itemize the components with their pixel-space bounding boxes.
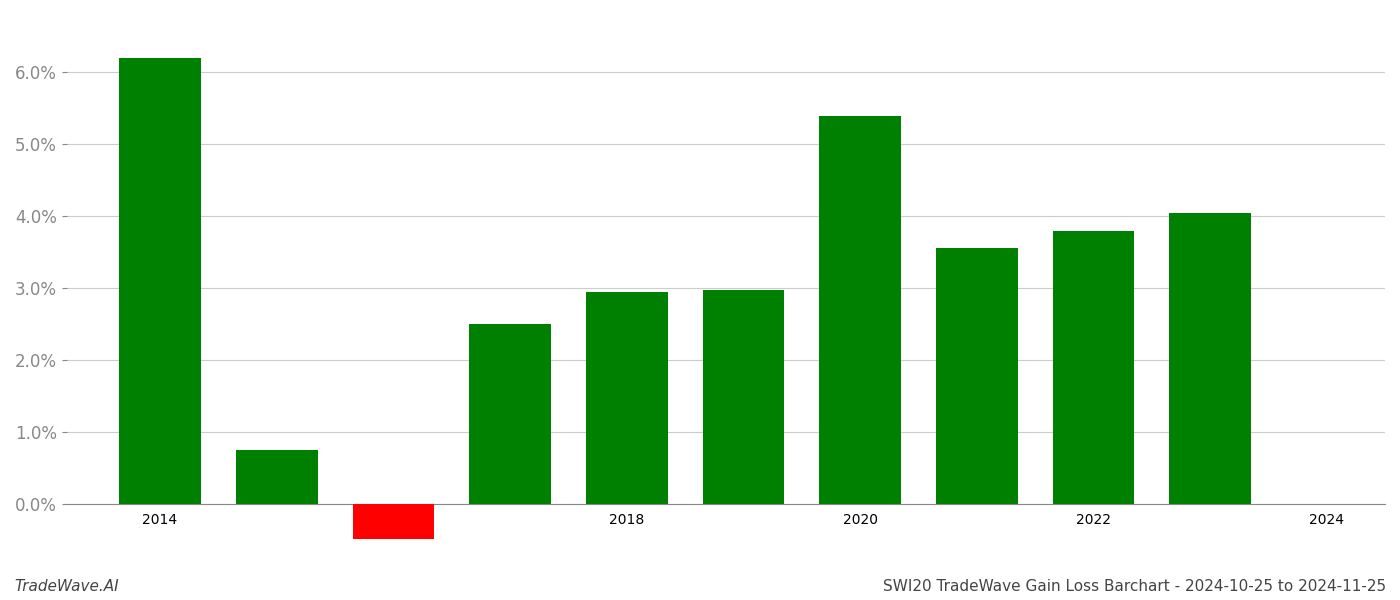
- Bar: [703, 290, 784, 503]
- Bar: [469, 324, 550, 503]
- Bar: [935, 248, 1018, 503]
- Bar: [119, 58, 200, 503]
- Text: SWI20 TradeWave Gain Loss Barchart - 2024-10-25 to 2024-11-25: SWI20 TradeWave Gain Loss Barchart - 202…: [883, 579, 1386, 594]
- Bar: [1053, 230, 1134, 503]
- Bar: [353, 503, 434, 539]
- Text: TradeWave.AI: TradeWave.AI: [14, 579, 119, 594]
- Bar: [585, 292, 668, 503]
- Bar: [819, 116, 900, 503]
- Bar: [235, 449, 318, 503]
- Bar: [1169, 212, 1250, 503]
